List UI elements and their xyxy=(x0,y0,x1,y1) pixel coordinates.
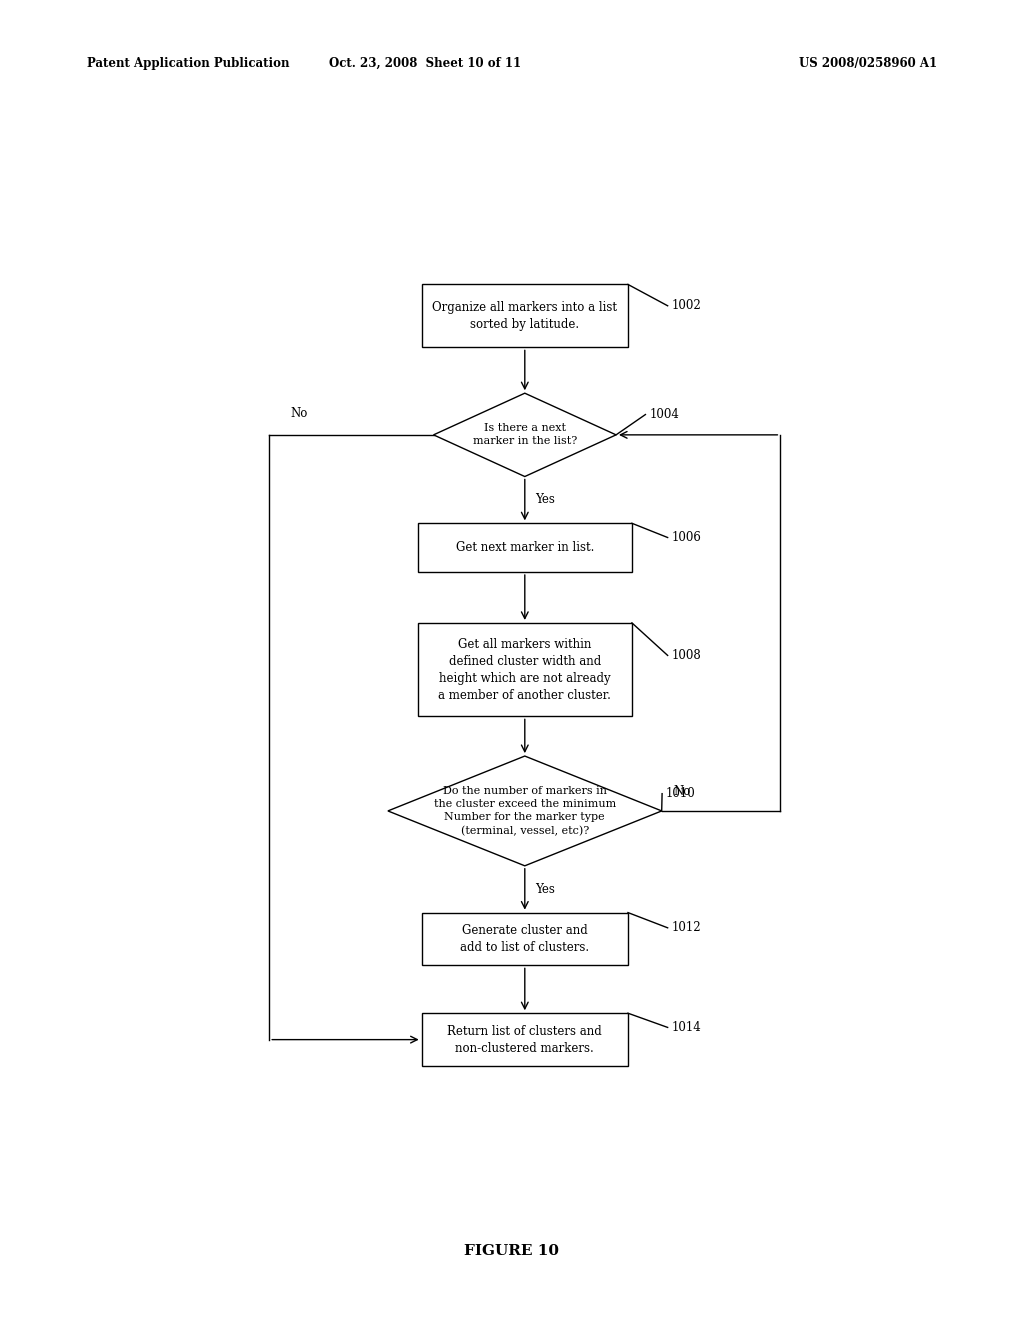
Text: 1008: 1008 xyxy=(672,649,701,661)
Text: Organize all markers into a list
sorted by latitude.: Organize all markers into a list sorted … xyxy=(432,301,617,331)
Text: Patent Application Publication: Patent Application Publication xyxy=(87,57,290,70)
FancyBboxPatch shape xyxy=(418,623,632,717)
Text: Do the number of markers in
the cluster exceed the minimum
Number for the marker: Do the number of markers in the cluster … xyxy=(434,785,615,836)
Text: 1010: 1010 xyxy=(666,787,696,800)
FancyBboxPatch shape xyxy=(418,523,632,572)
Text: Is there a next
marker in the list?: Is there a next marker in the list? xyxy=(473,424,577,446)
Text: Yes: Yes xyxy=(536,883,555,896)
FancyBboxPatch shape xyxy=(422,284,628,347)
Polygon shape xyxy=(433,393,616,477)
FancyBboxPatch shape xyxy=(422,912,628,965)
Text: 1014: 1014 xyxy=(672,1020,701,1034)
Text: No: No xyxy=(290,407,307,420)
Text: Get all markers within
defined cluster width and
height which are not already
a : Get all markers within defined cluster w… xyxy=(438,638,611,702)
FancyBboxPatch shape xyxy=(422,1014,628,1067)
Text: 1004: 1004 xyxy=(649,408,679,421)
Text: 1002: 1002 xyxy=(672,300,701,313)
Text: Generate cluster and
add to list of clusters.: Generate cluster and add to list of clus… xyxy=(460,924,590,954)
Text: Return list of clusters and
non-clustered markers.: Return list of clusters and non-clustere… xyxy=(447,1024,602,1055)
Text: 1006: 1006 xyxy=(672,531,701,544)
Text: FIGURE 10: FIGURE 10 xyxy=(465,1245,559,1258)
Text: Yes: Yes xyxy=(536,494,555,507)
Text: 1012: 1012 xyxy=(672,921,701,935)
Text: Oct. 23, 2008  Sheet 10 of 11: Oct. 23, 2008 Sheet 10 of 11 xyxy=(329,57,521,70)
Text: No: No xyxy=(674,784,691,797)
Text: US 2008/0258960 A1: US 2008/0258960 A1 xyxy=(799,57,937,70)
Text: Get next marker in list.: Get next marker in list. xyxy=(456,541,594,554)
Polygon shape xyxy=(388,756,662,866)
